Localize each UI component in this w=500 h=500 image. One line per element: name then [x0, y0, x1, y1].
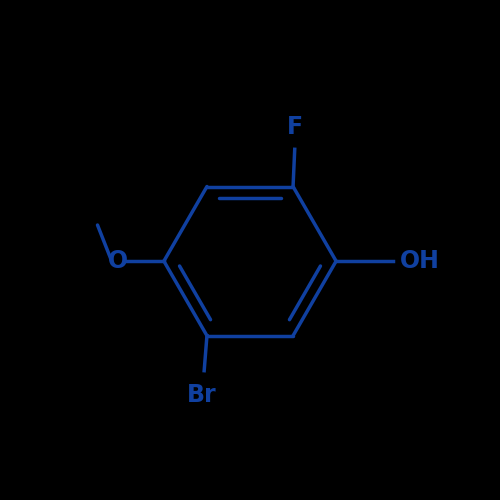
Text: O: O — [108, 249, 128, 273]
Text: OH: OH — [400, 249, 440, 273]
Text: F: F — [286, 116, 303, 140]
Text: Br: Br — [186, 383, 216, 407]
